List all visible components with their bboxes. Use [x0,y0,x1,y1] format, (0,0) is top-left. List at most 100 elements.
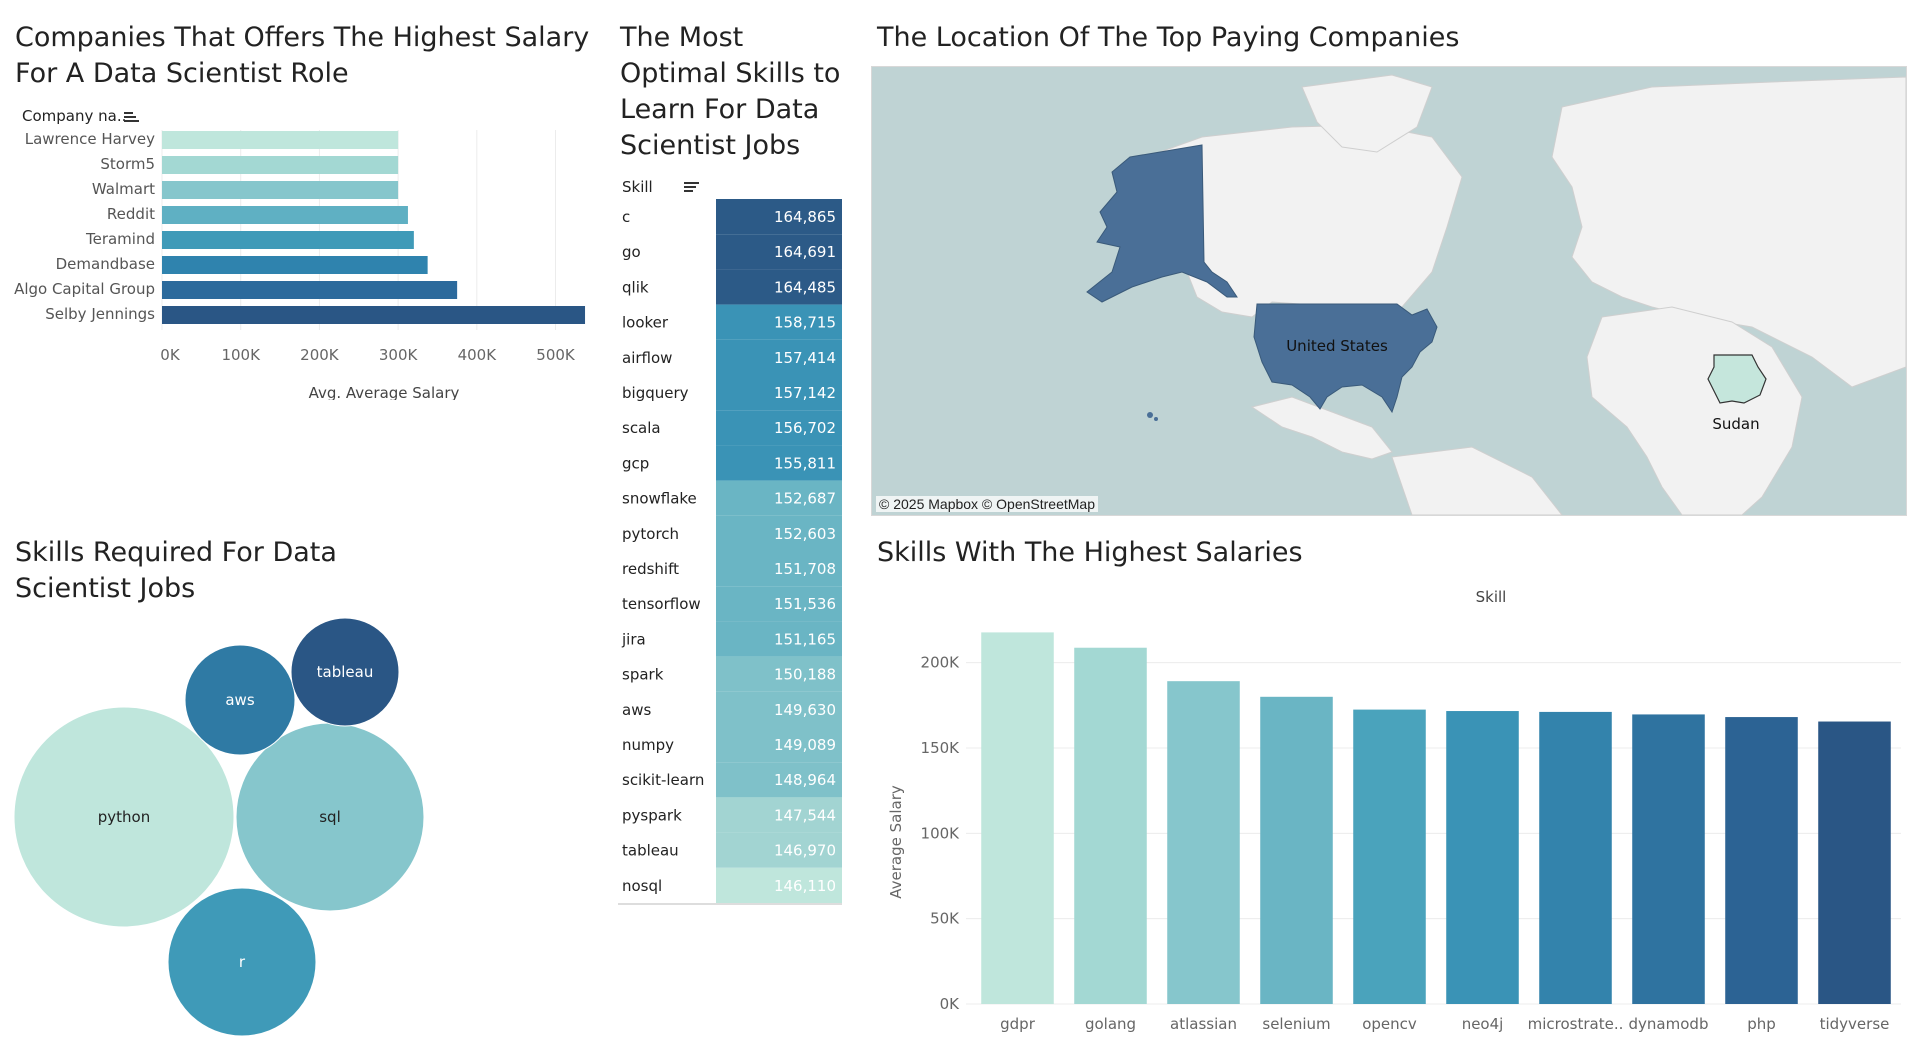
x-tick-label: 300K [379,346,419,364]
map-label-united-states: United States [1286,337,1388,355]
optimal-skill-name: aws [622,701,651,719]
sort-icon [684,186,696,188]
company-label: Teramind [85,230,155,248]
optimal-skill-value: 146,110 [774,877,836,895]
optimal-skill-name: tableau [622,842,679,860]
company-label: Walmart [92,180,155,198]
map-credit: © 2025 Mapbox © OpenStreetMap [876,496,1098,512]
optimal-skill-value: 158,715 [774,314,836,332]
salary-bar [1539,711,1612,1004]
optimal-skill-cell [716,410,842,446]
company-bar [162,181,399,199]
companies-chart-title: Companies That Offers The Highest Salary… [15,22,590,89]
optimal-skill-value: 150,188 [774,666,836,684]
optimal-skill-cell [716,234,842,270]
optimal-skill-value: 148,964 [774,771,836,789]
optimal-skill-cell [716,867,842,903]
optimal-skill-name: gcp [622,454,649,472]
optimal-skill-name: go [622,243,641,261]
optimal-skill-cell [716,375,842,411]
company-bar [162,281,458,299]
skill-bubble [13,706,235,928]
x-tick-label: 0K [160,346,181,364]
map-hawaii [1147,412,1153,418]
company-bar [162,131,399,149]
y-tick-label: 200K [921,654,961,672]
map-alaska [1086,144,1238,303]
salary-bar [1725,717,1798,1004]
optimal-skill-cell [716,480,842,516]
location-map-title: The Location Of The Top Paying Companies [877,22,1460,53]
company-bar [162,306,586,324]
salary-bar [1167,681,1240,1004]
salary-bar [981,632,1054,1004]
x-tick-label: 400K [458,346,498,364]
x-category-label: dynamodb [1629,1015,1709,1033]
x-category-label: selenium [1262,1015,1330,1033]
sort-icon [684,182,699,184]
skill-bubble [184,644,296,756]
companies-bar-chart: Company na.. 0K 100K 200K 300K 400K 500K Lawren… [14,107,586,400]
skill-bubble-label: aws [225,691,254,709]
skills-bubble-chart: python sql r aws tableau [13,617,425,1037]
company-label: Reddit [107,205,155,223]
optimal-skill-name: scala [622,419,661,437]
optimal-skill-cell [716,515,842,551]
x-category-label: opencv [1362,1015,1417,1033]
optimal-skill-value: 157,414 [774,349,836,367]
optimal-skill-name: scikit-learn [622,771,704,789]
optimal-skill-name: snowflake [622,490,697,508]
x-category-label: atlassian [1170,1015,1237,1033]
x-axis-title: Avg. Average Salary [309,384,460,400]
optimal-skill-cell [716,269,842,305]
y-tick-label: 150K [921,739,961,757]
map-land-central-america [1250,396,1393,460]
company-header: Company na.. [22,107,126,125]
optimal-skill-name: pyspark [622,806,682,824]
sort-icon [124,116,136,118]
skill-bubble [290,617,400,727]
optimal-skill-cell [716,691,842,727]
optimal-skills-title: The Most Optimal Skills to Learn For Dat… [620,22,841,161]
optimal-skill-value: 164,485 [774,278,836,296]
optimal-skill-value: 149,089 [774,736,836,754]
optimal-skill-name: bigquery [622,384,689,402]
highest-salaries-title: Skills With The Highest Salaries [877,537,1303,568]
optimal-skill-name: redshift [622,560,679,578]
company-bar [162,231,414,249]
x-category-label: php [1747,1015,1776,1033]
company-bar [162,206,408,224]
optimal-skill-cell [716,586,842,622]
sort-icon [124,112,133,114]
optimal-skill-cell [716,551,842,587]
optimal-skill-name: nosql [622,877,662,895]
optimal-skill-cell [716,656,842,692]
x-category-label: golang [1085,1015,1136,1033]
optimal-skill-value: 164,691 [774,243,836,261]
optimal-skill-value: 152,687 [774,490,836,508]
optimal-skill-cell [716,621,842,657]
salary-bar [1632,714,1705,1004]
y-tick-label: 50K [930,910,960,928]
optimal-skill-name: jira [621,630,646,648]
optimal-skill-cell [716,797,842,833]
optimal-skill-cell [716,727,842,763]
map-hawaii [1154,417,1158,421]
optimal-skill-value: 149,630 [774,701,836,719]
optimal-skill-cell [716,832,842,868]
salary-bar [1353,709,1426,1004]
map-label-sudan: Sudan [1712,415,1759,433]
optimal-skill-value: 152,603 [774,525,836,543]
company-label: Storm5 [100,155,155,173]
optimal-skill-name: looker [622,314,669,332]
y-tick-label: 0K [940,995,961,1013]
location-map[interactable]: United States Sudan © 2025 Mapbox © Open… [871,66,1907,516]
optimal-skill-cell [716,339,842,375]
optimal-skills-table: Skill c 164,865 go 164,691 qlik 164,485 looker 1… [618,178,842,905]
optimal-skill-name: airflow [622,349,672,367]
skill-bubble-label: r [239,953,246,971]
optimal-skill-value: 151,536 [774,595,836,613]
optimal-skill-value: 151,708 [774,560,836,578]
y-axis-title: Average Salary [887,785,905,899]
optimal-skill-name: numpy [622,736,674,754]
